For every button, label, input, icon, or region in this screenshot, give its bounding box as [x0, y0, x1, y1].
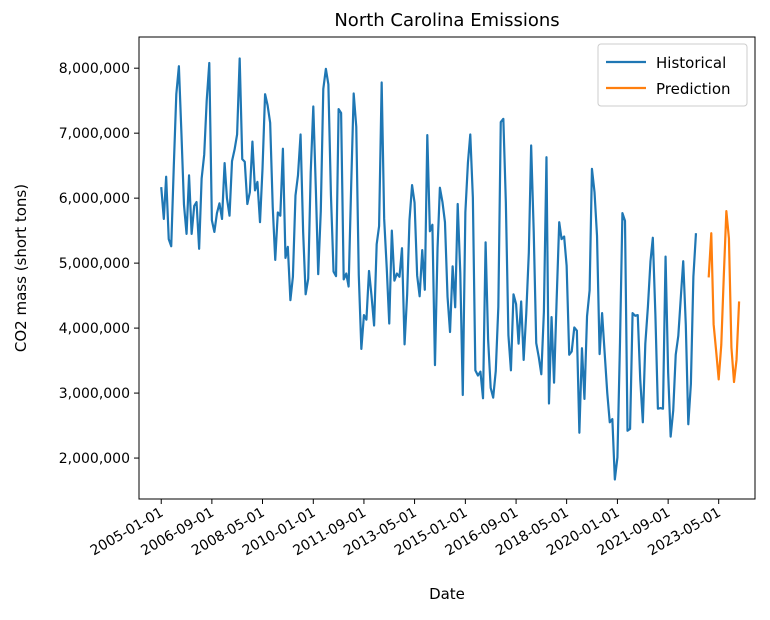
plot-lines [160, 57, 741, 481]
chart-title: North Carolina Emissions [334, 10, 559, 31]
y-tick-label: 5,000,000 [59, 256, 130, 272]
legend-label-historical: Historical [656, 54, 726, 72]
plot-frame [138, 36, 756, 500]
y-tick-label: 3,000,000 [59, 386, 130, 402]
y-axis-label: CO2 mass (short tons) [12, 184, 30, 352]
legend: Historical Prediction [597, 43, 748, 107]
y-axis: 2,000,000 3,000,000 4,000,000 5,000,000 6,00… [59, 61, 139, 467]
y-tick-label: 4,000,000 [59, 321, 130, 337]
y-tick-label: 7,000,000 [59, 126, 130, 142]
legend-box [597, 43, 748, 107]
legend-label-prediction: Prediction [656, 80, 731, 98]
y-tick-label: 6,000,000 [59, 191, 130, 207]
series-line-historical [160, 57, 698, 481]
y-tick-label: 2,000,000 [59, 451, 130, 467]
series-line-prediction [707, 210, 741, 384]
y-tick-label: 8,000,000 [59, 61, 130, 77]
x-axis-label: Date [429, 585, 465, 603]
